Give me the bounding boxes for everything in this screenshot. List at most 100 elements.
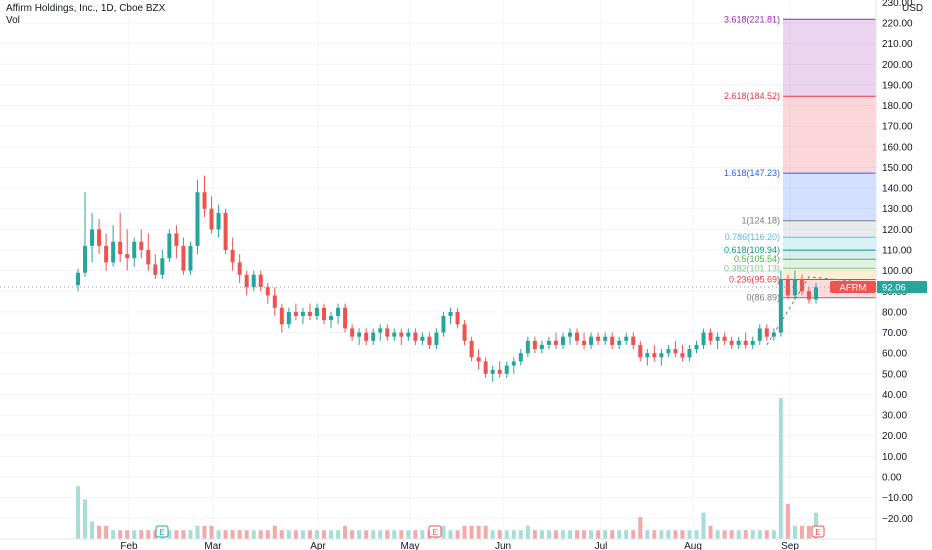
volume-bar (293, 530, 298, 539)
symbol-title[interactable]: Affirm Holdings, Inc., 1D, Cboe BZX (6, 3, 166, 14)
earnings-marker-box (811, 525, 825, 538)
candle-body (785, 278, 790, 296)
candle-body (553, 340, 558, 345)
candle-body (420, 336, 425, 341)
candle-body (792, 278, 797, 296)
volume-bar (708, 525, 713, 539)
volume-bar (314, 530, 319, 539)
candle-body (97, 229, 102, 246)
candle-body (729, 340, 734, 345)
candle-body (343, 307, 348, 329)
volume-bar (560, 530, 565, 539)
volume-label: Vol (6, 15, 20, 26)
candle-body (314, 307, 319, 317)
candle-body (708, 332, 713, 341)
candle-body (406, 332, 411, 337)
candle-body (272, 295, 277, 308)
candle-body (694, 344, 699, 350)
fib-level-label: 3.618(221.81) (724, 14, 780, 24)
candle-body (83, 245, 88, 273)
volume-bar (448, 530, 453, 539)
candle-body (673, 349, 678, 354)
candlesticks (76, 175, 818, 383)
volume-bar (83, 499, 88, 539)
candle-body (666, 349, 671, 354)
volume-bar (525, 525, 530, 539)
volume-bar (202, 525, 207, 539)
candle-body (455, 311, 460, 325)
candle-body (546, 340, 551, 345)
volume-bar (469, 525, 474, 539)
volume-bar (638, 517, 643, 539)
volume-bar (111, 530, 116, 539)
volume-bar (322, 530, 326, 539)
volume-bar (539, 530, 544, 539)
volume-bar (736, 530, 741, 539)
fib-zone (783, 173, 876, 221)
candle-body (378, 328, 383, 333)
price-tick-label: 50.00 (882, 369, 907, 380)
volume-bar (462, 525, 467, 539)
time-tick-label: Aug (684, 541, 702, 550)
fib-zone (783, 96, 876, 174)
price-axis[interactable]: 220.00 210.00 200.00 190.00 180.00 170.00 160.… (830, 0, 932, 550)
candle-body (90, 229, 95, 246)
volume-bar (132, 530, 137, 539)
volume-bar (272, 525, 277, 539)
price-tick-label: 150.00 (882, 163, 913, 174)
candle-body (329, 316, 334, 321)
fib-zone (783, 220, 876, 238)
volume-bar (223, 530, 228, 539)
price-axis-bg (876, 0, 932, 550)
volume-bar (146, 530, 151, 539)
candle-body (771, 332, 776, 337)
volume-bar (307, 530, 312, 539)
volume-bar (188, 530, 193, 539)
candle-body (336, 307, 341, 317)
earnings-marker-label: E (432, 528, 437, 537)
volume-bar (97, 525, 102, 539)
volume-bar (575, 530, 580, 539)
volume-bar (652, 530, 657, 539)
time-axis[interactable]: Feb Mar Apr May Jun Jul Aug Sep (0, 538, 876, 550)
candle-body (322, 307, 326, 321)
candle-body (279, 307, 284, 325)
candle-body (195, 192, 200, 246)
fib-zone (783, 259, 876, 269)
volume-bar (364, 530, 369, 539)
volume-bar (624, 530, 629, 539)
volume-bar (230, 530, 235, 539)
candle-body (504, 365, 509, 374)
time-tick-label: Mar (204, 541, 222, 550)
fibonacci-extension[interactable]: 0(86.89) 0.236(95.69) 0.382(101.13)0.5(105… (724, 14, 876, 303)
volume-bar (722, 530, 727, 539)
price-tick-label: −10.00 (882, 493, 913, 504)
volume-bar (596, 530, 601, 539)
candle-body (778, 278, 783, 333)
price-tick-label: 70.00 (882, 328, 907, 339)
price-tick-label: −20.00 (882, 514, 913, 525)
price-tick-label: 210.00 (882, 39, 913, 50)
price-tick-label: 0.00 (882, 473, 902, 484)
candle-body (188, 245, 193, 271)
candle-body (680, 353, 685, 358)
volume-bar (216, 530, 221, 539)
volume-bar (357, 530, 362, 539)
volume-bar (406, 530, 411, 539)
volume-bar (785, 503, 790, 539)
volume-bar (610, 530, 615, 539)
volume-bar (694, 530, 699, 539)
volume-bar (420, 530, 425, 539)
candle-body (181, 245, 186, 271)
volume-bars (76, 398, 818, 539)
candle-body (462, 324, 467, 341)
volume-bar (631, 530, 636, 539)
candle-body (483, 361, 488, 374)
candle-body (799, 278, 804, 292)
volume-bar (680, 530, 685, 539)
candle-body (364, 332, 369, 341)
volume-bar (139, 530, 144, 539)
